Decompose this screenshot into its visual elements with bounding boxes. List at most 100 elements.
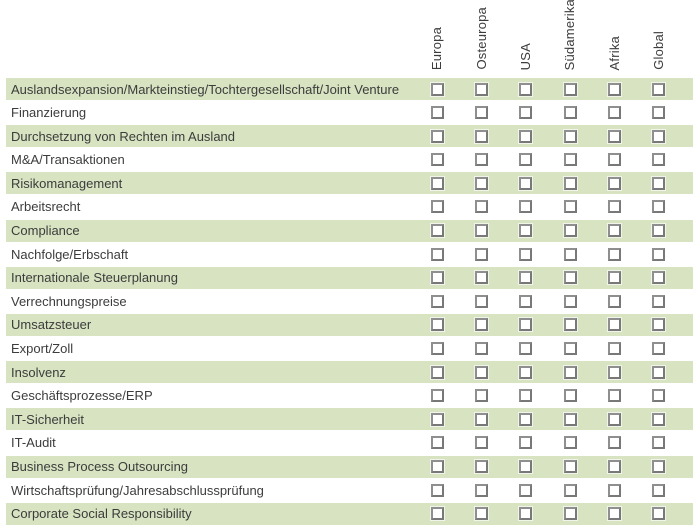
checkbox[interactable] xyxy=(608,271,622,285)
checkbox[interactable] xyxy=(430,176,444,190)
checkbox[interactable] xyxy=(652,483,666,497)
checkbox[interactable] xyxy=(430,153,444,167)
checkbox[interactable] xyxy=(519,436,533,450)
checkbox[interactable] xyxy=(608,389,622,403)
checkbox[interactable] xyxy=(652,106,666,120)
checkbox[interactable] xyxy=(652,365,666,379)
checkbox[interactable] xyxy=(519,247,533,261)
checkbox[interactable] xyxy=(608,153,622,167)
checkbox[interactable] xyxy=(563,247,577,261)
checkbox[interactable] xyxy=(475,436,489,450)
checkbox[interactable] xyxy=(652,176,666,190)
checkbox[interactable] xyxy=(652,200,666,214)
checkbox[interactable] xyxy=(563,153,577,167)
checkbox[interactable] xyxy=(430,247,444,261)
checkbox[interactable] xyxy=(519,271,533,285)
checkbox[interactable] xyxy=(430,342,444,356)
checkbox[interactable] xyxy=(608,176,622,190)
checkbox[interactable] xyxy=(563,294,577,308)
checkbox[interactable] xyxy=(608,82,622,96)
checkbox[interactable] xyxy=(608,200,622,214)
checkbox[interactable] xyxy=(519,153,533,167)
checkbox[interactable] xyxy=(652,82,666,96)
checkbox[interactable] xyxy=(519,365,533,379)
checkbox[interactable] xyxy=(519,412,533,426)
checkbox[interactable] xyxy=(519,106,533,120)
checkbox[interactable] xyxy=(652,318,666,332)
checkbox[interactable] xyxy=(563,106,577,120)
checkbox[interactable] xyxy=(608,365,622,379)
checkbox[interactable] xyxy=(608,247,622,261)
checkbox[interactable] xyxy=(475,176,489,190)
checkbox[interactable] xyxy=(519,82,533,96)
checkbox[interactable] xyxy=(475,318,489,332)
checkbox[interactable] xyxy=(608,318,622,332)
checkbox[interactable] xyxy=(475,224,489,238)
checkbox[interactable] xyxy=(430,129,444,143)
checkbox[interactable] xyxy=(608,106,622,120)
checkbox[interactable] xyxy=(519,224,533,238)
checkbox[interactable] xyxy=(563,389,577,403)
checkbox[interactable] xyxy=(519,318,533,332)
checkbox[interactable] xyxy=(430,200,444,214)
checkbox[interactable] xyxy=(563,200,577,214)
checkbox[interactable] xyxy=(563,436,577,450)
checkbox[interactable] xyxy=(563,507,577,521)
checkbox[interactable] xyxy=(430,106,444,120)
checkbox[interactable] xyxy=(430,224,444,238)
checkbox[interactable] xyxy=(563,82,577,96)
checkbox[interactable] xyxy=(430,365,444,379)
checkbox[interactable] xyxy=(652,412,666,426)
checkbox[interactable] xyxy=(430,82,444,96)
checkbox[interactable] xyxy=(475,507,489,521)
checkbox[interactable] xyxy=(563,318,577,332)
checkbox[interactable] xyxy=(563,460,577,473)
checkbox[interactable] xyxy=(608,436,622,450)
checkbox[interactable] xyxy=(430,389,444,403)
checkbox[interactable] xyxy=(475,389,489,403)
checkbox[interactable] xyxy=(475,271,489,285)
checkbox[interactable] xyxy=(652,294,666,308)
checkbox[interactable] xyxy=(652,507,666,521)
checkbox[interactable] xyxy=(430,294,444,308)
checkbox[interactable] xyxy=(608,342,622,356)
checkbox[interactable] xyxy=(475,294,489,308)
checkbox[interactable] xyxy=(475,460,489,473)
checkbox[interactable] xyxy=(475,153,489,167)
checkbox[interactable] xyxy=(608,224,622,238)
checkbox[interactable] xyxy=(608,507,622,521)
checkbox[interactable] xyxy=(430,318,444,332)
checkbox[interactable] xyxy=(563,342,577,356)
checkbox[interactable] xyxy=(608,460,622,473)
checkbox[interactable] xyxy=(475,106,489,120)
checkbox[interactable] xyxy=(652,460,666,473)
checkbox[interactable] xyxy=(430,271,444,285)
checkbox[interactable] xyxy=(475,247,489,261)
checkbox[interactable] xyxy=(430,507,444,521)
checkbox[interactable] xyxy=(563,224,577,238)
checkbox[interactable] xyxy=(563,412,577,426)
checkbox[interactable] xyxy=(519,200,533,214)
checkbox[interactable] xyxy=(563,365,577,379)
checkbox[interactable] xyxy=(652,247,666,261)
checkbox[interactable] xyxy=(475,200,489,214)
checkbox[interactable] xyxy=(519,342,533,356)
checkbox[interactable] xyxy=(608,483,622,497)
checkbox[interactable] xyxy=(430,460,444,473)
checkbox[interactable] xyxy=(430,483,444,497)
checkbox[interactable] xyxy=(652,389,666,403)
checkbox[interactable] xyxy=(475,129,489,143)
checkbox[interactable] xyxy=(519,507,533,521)
checkbox[interactable] xyxy=(608,294,622,308)
checkbox[interactable] xyxy=(519,483,533,497)
checkbox[interactable] xyxy=(475,82,489,96)
checkbox[interactable] xyxy=(652,224,666,238)
checkbox[interactable] xyxy=(563,176,577,190)
checkbox[interactable] xyxy=(430,412,444,426)
checkbox[interactable] xyxy=(519,176,533,190)
checkbox[interactable] xyxy=(652,271,666,285)
checkbox[interactable] xyxy=(519,294,533,308)
checkbox[interactable] xyxy=(563,271,577,285)
checkbox[interactable] xyxy=(652,153,666,167)
checkbox[interactable] xyxy=(430,436,444,450)
